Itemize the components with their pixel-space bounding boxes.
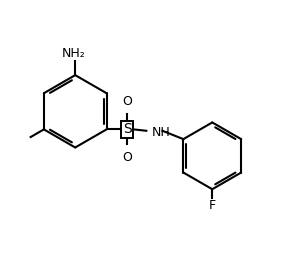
Text: NH₂: NH₂ <box>62 47 86 60</box>
Text: O: O <box>122 95 132 108</box>
Text: F: F <box>209 199 216 212</box>
Text: NH: NH <box>152 126 171 139</box>
Text: O: O <box>122 151 132 164</box>
Text: S: S <box>123 122 132 136</box>
